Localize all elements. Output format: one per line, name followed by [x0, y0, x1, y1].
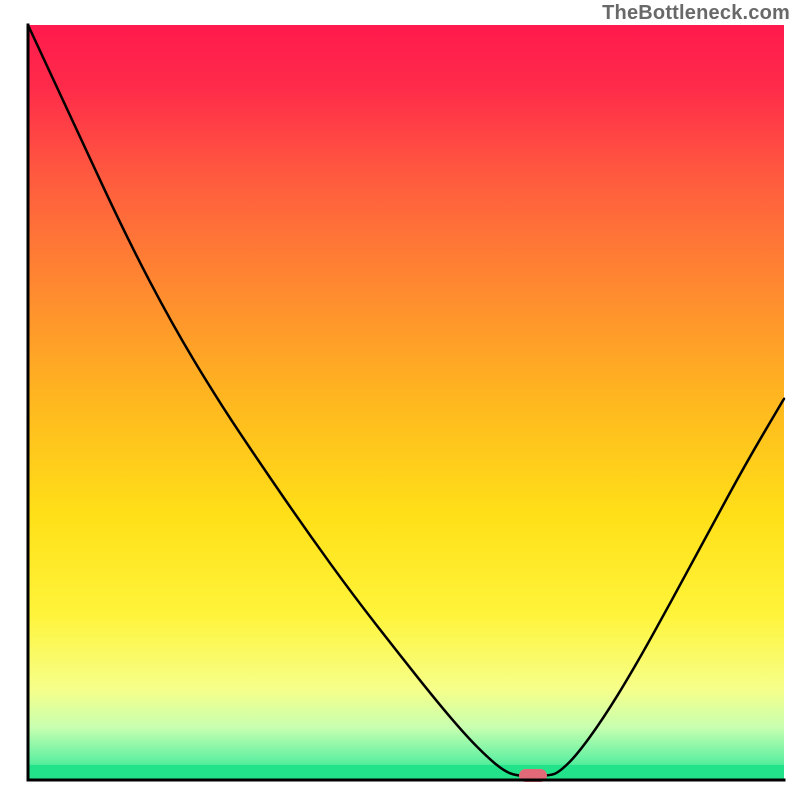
bottleneck-chart: TheBottleneck.com	[0, 0, 800, 800]
bottom-band	[28, 765, 784, 780]
chart-svg	[0, 0, 800, 800]
plot-background	[28, 25, 784, 780]
watermark-text: TheBottleneck.com	[602, 2, 790, 25]
